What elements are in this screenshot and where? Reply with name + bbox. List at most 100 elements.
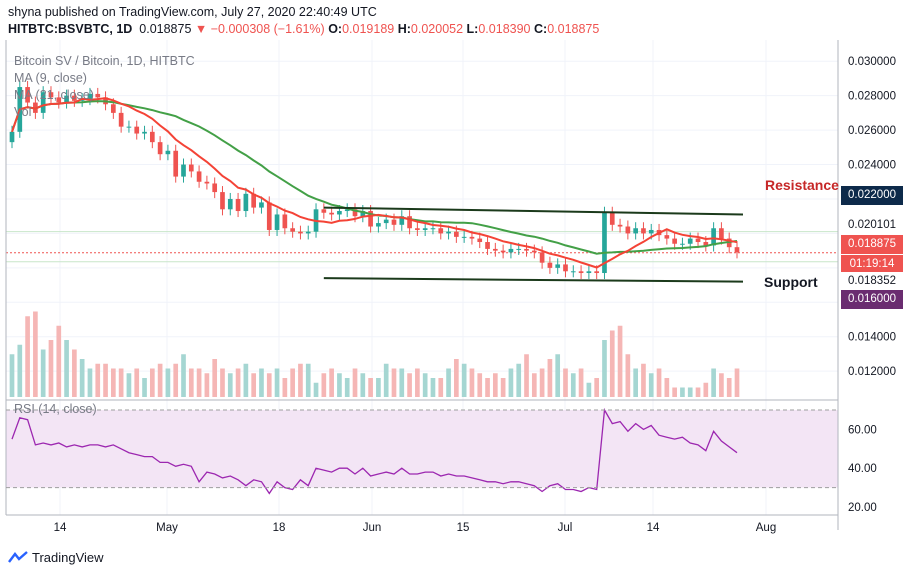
rsi-tick-label: 60.00 [848, 424, 877, 436]
countdown-tag: 01:19:14 [841, 255, 903, 274]
candle-body [570, 271, 576, 273]
close-value: 0.018875 [547, 22, 600, 36]
volume-bar [485, 378, 490, 397]
volume-bar [48, 340, 54, 397]
volume-bar [570, 373, 576, 397]
volume-bar [446, 368, 451, 397]
volume-bar [344, 378, 350, 397]
channel-lower-line [323, 277, 744, 283]
candle-body [9, 131, 15, 143]
candle-body [485, 242, 490, 249]
candle-body [25, 87, 30, 103]
candle-body [290, 228, 295, 232]
volume-bar [477, 373, 483, 397]
volume-bar [383, 363, 389, 397]
volume-bar [266, 373, 272, 397]
candle-body [563, 264, 568, 272]
volume-bar [111, 368, 116, 397]
volume-bar [165, 368, 171, 397]
volume-bar [274, 368, 280, 397]
candle-body [524, 248, 529, 251]
candle-body [454, 231, 459, 237]
candle-body [500, 250, 506, 253]
volume-bar [79, 359, 85, 397]
legend-vol[interactable]: Vol [14, 105, 32, 119]
volume-bar [415, 368, 420, 397]
volume-bar [56, 325, 62, 397]
candle-body [477, 238, 483, 243]
candle-body [344, 209, 350, 212]
volume-bar [492, 373, 498, 397]
volume-bar [72, 349, 77, 397]
volume-bar [40, 349, 46, 397]
candle-body [274, 214, 280, 230]
volume-bar [329, 368, 334, 397]
candle-body [204, 181, 210, 184]
candle-body [648, 229, 654, 234]
support-label: Support [764, 274, 818, 290]
candle-body [422, 228, 428, 230]
candle-body [695, 238, 701, 243]
candle-body [469, 236, 475, 239]
legend-title: Bitcoin SV / Bitcoin, 1D, HITBTC [14, 54, 195, 68]
volume-bar [500, 378, 506, 397]
volume-bars [9, 311, 740, 397]
low-value: 0.018390 [478, 22, 531, 36]
candle-body [56, 97, 62, 103]
lower-line-price-tag: 0.018352 [841, 272, 903, 291]
volume-bar [376, 378, 381, 397]
candle-body [360, 211, 366, 217]
candle-body [305, 231, 311, 234]
candle-body [578, 271, 584, 274]
channel-upper-line [323, 206, 744, 216]
legend-ma9[interactable]: MA (9, close) [14, 71, 87, 85]
price-tick-label: 0.012000 [848, 366, 896, 378]
candle-body [586, 271, 592, 274]
candle-body [376, 223, 381, 227]
volume-bar [726, 378, 732, 397]
candle-body [165, 150, 171, 155]
candle-body [734, 247, 740, 253]
candle-body [149, 131, 155, 143]
price-channel [323, 206, 744, 283]
volume-bar [641, 363, 646, 397]
tradingview-mark-icon [8, 551, 28, 563]
volume-bar [17, 344, 23, 397]
candle-body [188, 164, 194, 172]
candle-body [95, 93, 101, 98]
candle-body [446, 231, 451, 234]
candle-body [492, 248, 498, 251]
volume-bar [609, 330, 615, 397]
volume-bar [524, 354, 529, 397]
candle-body [719, 228, 724, 239]
volume-bar [212, 359, 218, 397]
volume-bar [672, 387, 677, 397]
candle-body [282, 214, 288, 229]
tradingview-logo[interactable]: TradingView [8, 550, 104, 565]
volume-bar [173, 363, 179, 397]
volume-bar [555, 354, 561, 397]
volume-bar [469, 368, 475, 397]
candle-body [220, 192, 225, 210]
volume-bar [259, 368, 264, 397]
volume-bar [602, 340, 607, 397]
volume-bar [594, 378, 600, 397]
volume-bar [734, 368, 740, 397]
volume-bar [625, 354, 631, 397]
volume-bar [430, 378, 436, 397]
volume-bar [360, 373, 366, 397]
legend-rsi[interactable]: RSI (14, close) [14, 402, 97, 416]
candle-body [87, 93, 93, 100]
candle-body [539, 252, 545, 263]
volume-bar [687, 387, 693, 397]
candle-body [227, 198, 233, 210]
candle-body [625, 226, 631, 234]
time-tick-label: 14 [647, 522, 660, 534]
candle-body [594, 271, 600, 274]
volume-bar [235, 368, 241, 397]
volume-bar [578, 368, 584, 397]
volume-bar [461, 363, 467, 397]
legend-ma21[interactable]: MA (21, close) [14, 88, 94, 102]
volume-bar [134, 368, 140, 397]
